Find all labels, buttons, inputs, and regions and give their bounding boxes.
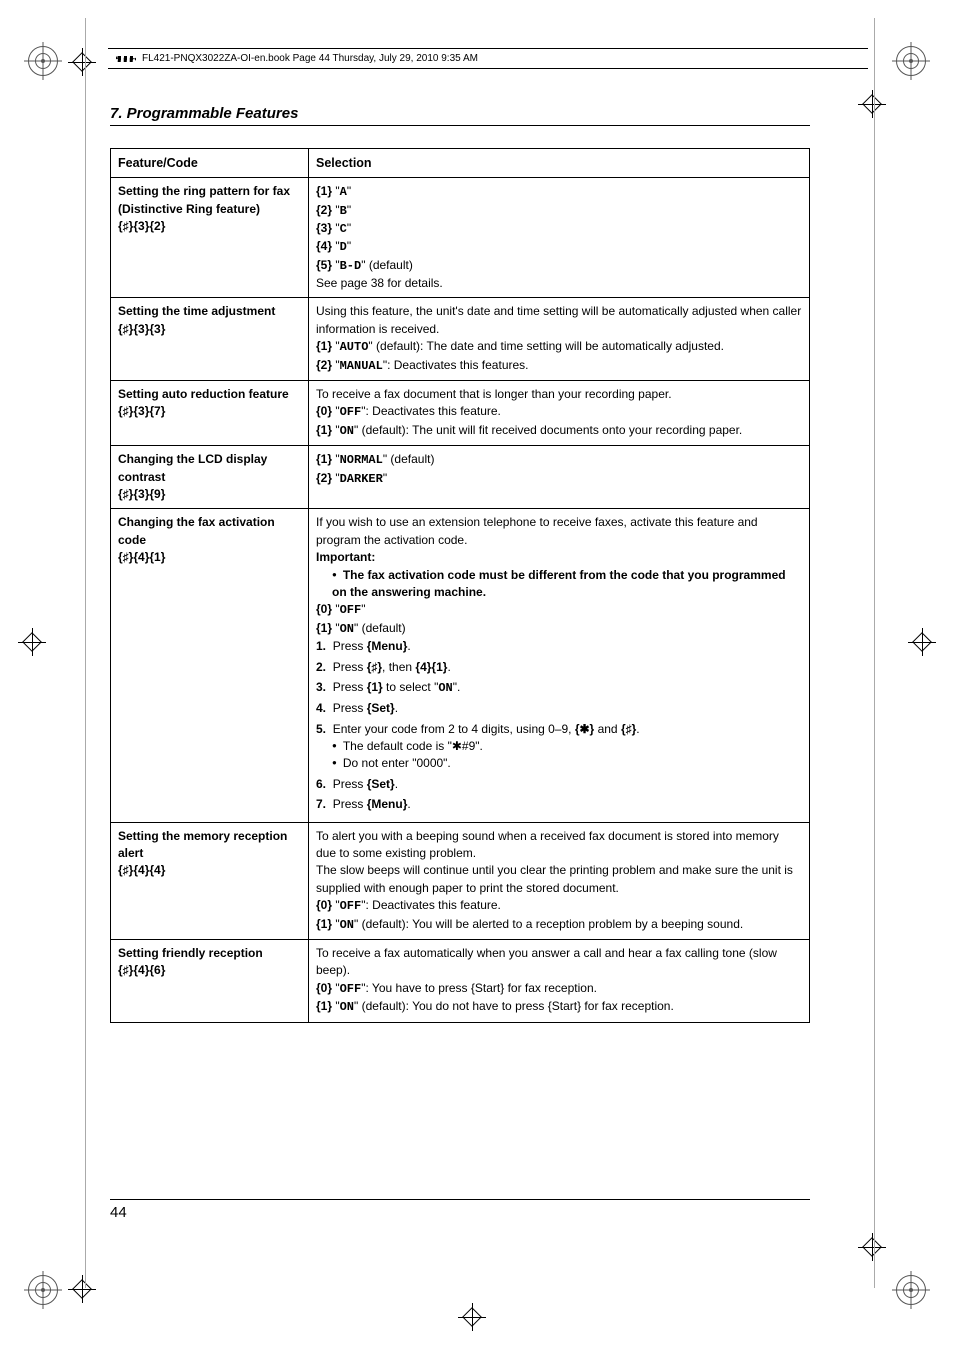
feature-cell: Setting the ring pattern for fax (Distin… bbox=[111, 178, 309, 298]
selection-cell: To receive a fax automatically when you … bbox=[309, 939, 810, 1022]
feature-cell: Changing the fax activation code{♯}{4}{1… bbox=[111, 509, 309, 822]
feature-cell: Setting friendly reception{♯}{4}{6} bbox=[111, 939, 309, 1022]
feature-cell: Setting the memory reception alert{♯}{4}… bbox=[111, 822, 309, 939]
table-row: Setting the ring pattern for fax (Distin… bbox=[111, 178, 810, 298]
selection-cell: Using this feature, the unit's date and … bbox=[309, 298, 810, 381]
selection-cell: To receive a fax document that is longer… bbox=[309, 381, 810, 446]
section-title: 7. Programmable Features bbox=[110, 105, 810, 126]
page-number: 44 bbox=[110, 1195, 810, 1221]
table-header-row: Feature/Code Selection bbox=[111, 149, 810, 178]
selection-cell: {1} "A"{2} "B"{3} "C"{4} "D"{5} "B-D" (d… bbox=[309, 178, 810, 298]
th-selection: Selection bbox=[309, 149, 810, 178]
reg-target-tl bbox=[28, 46, 58, 76]
crop-right bbox=[908, 628, 936, 656]
table-row: Changing the LCD display contrast{♯}{3}{… bbox=[111, 446, 810, 509]
book-header-text: FL421-PNQX3022ZA-OI-en.book Page 44 Thur… bbox=[142, 53, 478, 64]
crop-bottom bbox=[458, 1303, 486, 1331]
features-table: Feature/Code Selection Setting the ring … bbox=[110, 148, 810, 1023]
selection-cell: {1} "NORMAL" (default){2} "DARKER" bbox=[309, 446, 810, 509]
table-row: Setting friendly reception{♯}{4}{6}To re… bbox=[111, 939, 810, 1022]
reg-target-br bbox=[896, 1275, 926, 1305]
book-header: FL421-PNQX3022ZA-OI-en.book Page 44 Thur… bbox=[108, 48, 868, 69]
reg-target-bl bbox=[28, 1275, 58, 1305]
reg-target-tr bbox=[896, 46, 926, 76]
th-feature: Feature/Code bbox=[111, 149, 309, 178]
table-row: Changing the fax activation code{♯}{4}{1… bbox=[111, 509, 810, 822]
table-row: Setting the time adjustment{♯}{3}{3}Usin… bbox=[111, 298, 810, 381]
selection-cell: If you wish to use an extension telephon… bbox=[309, 509, 810, 822]
crop-left bbox=[18, 628, 46, 656]
selection-cell: To alert you with a beeping sound when a… bbox=[309, 822, 810, 939]
book-binding-icon bbox=[116, 56, 136, 62]
feature-cell: Setting auto reduction feature{♯}{3}{7} bbox=[111, 381, 309, 446]
table-row: Setting the memory reception alert{♯}{4}… bbox=[111, 822, 810, 939]
feature-cell: Setting the time adjustment{♯}{3}{3} bbox=[111, 298, 309, 381]
content: 7. Programmable Features Feature/Code Se… bbox=[110, 105, 810, 1023]
table-row: Setting auto reduction feature{♯}{3}{7}T… bbox=[111, 381, 810, 446]
page-wrap: FL421-PNQX3022ZA-OI-en.book Page 44 Thur… bbox=[0, 0, 954, 1351]
feature-cell: Changing the LCD display contrast{♯}{3}{… bbox=[111, 446, 309, 509]
